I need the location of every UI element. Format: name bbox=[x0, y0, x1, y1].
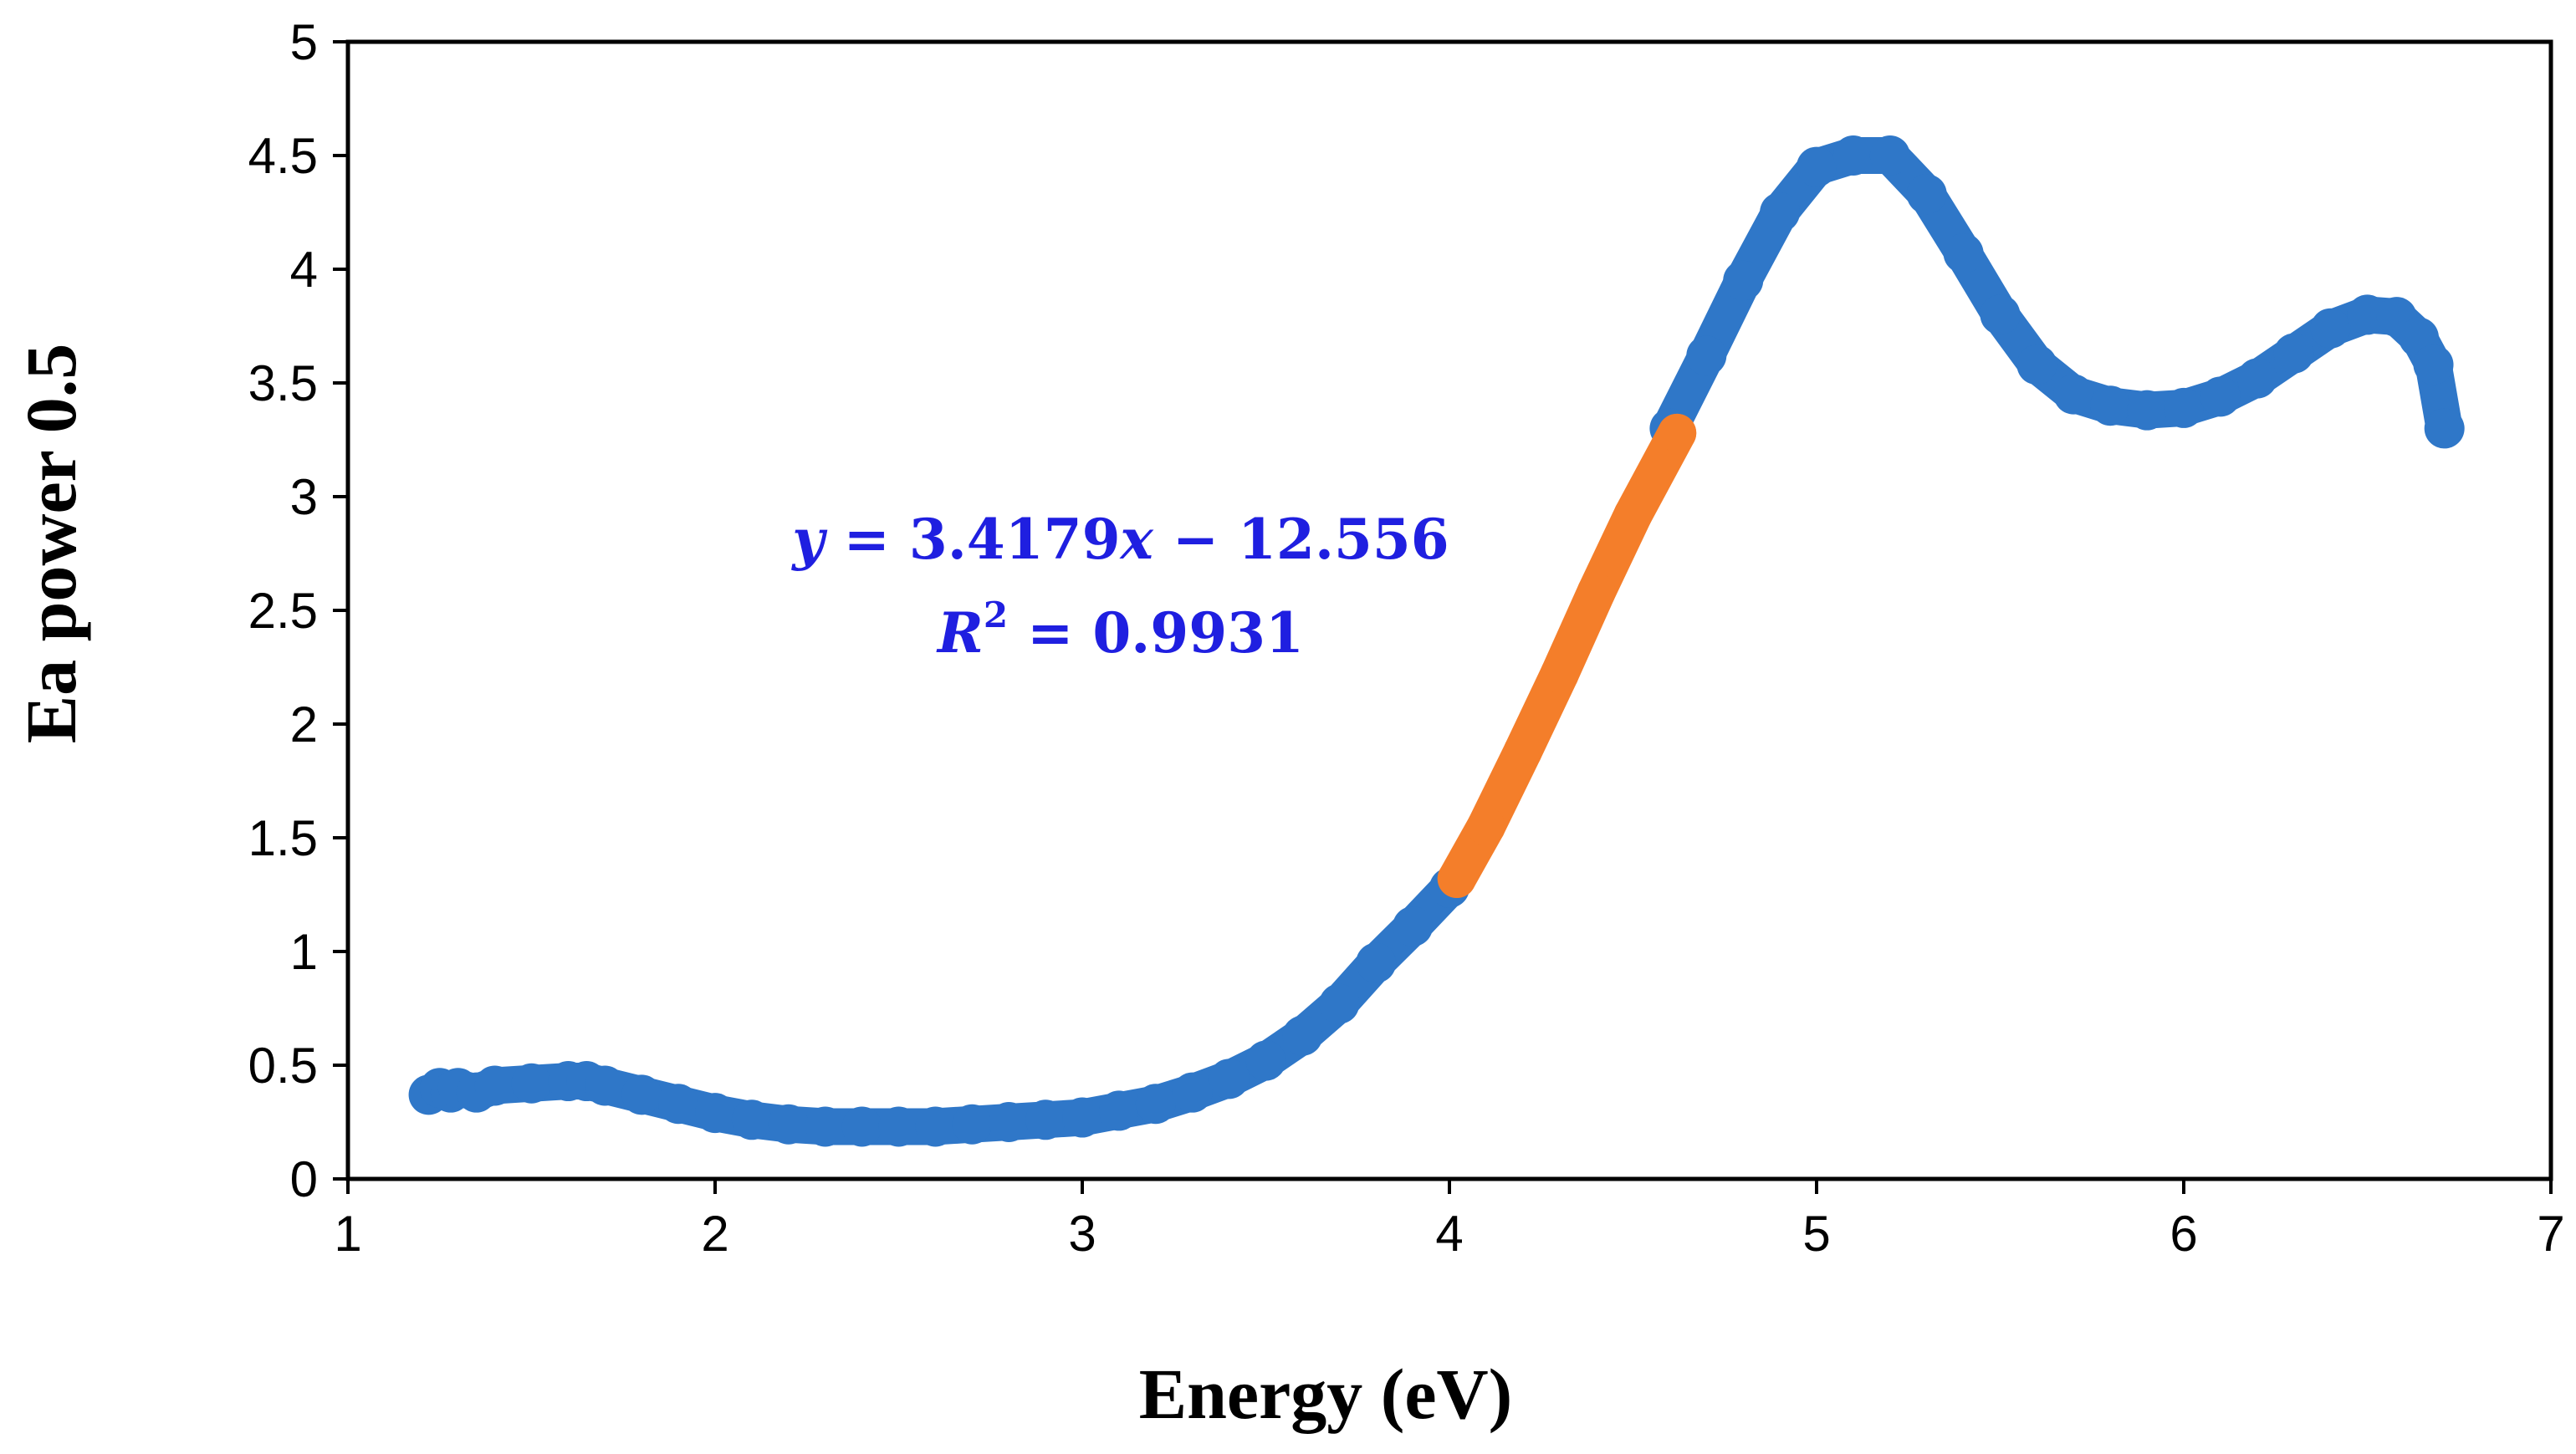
data-point bbox=[1832, 135, 1873, 176]
data-point bbox=[695, 1093, 735, 1134]
data-point bbox=[1437, 859, 1476, 898]
data-point bbox=[511, 1063, 552, 1104]
y-tick-label: 3 bbox=[290, 469, 318, 525]
equation-x: x bbox=[1119, 507, 1154, 572]
data-point bbox=[2200, 376, 2241, 417]
data-point bbox=[1613, 495, 1653, 534]
data-point bbox=[1503, 732, 1542, 771]
data-point bbox=[1466, 807, 1505, 846]
data-point bbox=[1282, 1015, 1323, 1056]
data-point bbox=[841, 1106, 882, 1147]
equation-intercept: − 12.556 bbox=[1153, 507, 1449, 572]
data-point bbox=[1172, 1072, 1213, 1113]
x-tick-label: 1 bbox=[334, 1206, 361, 1262]
data-point bbox=[2236, 358, 2277, 399]
x-axis-title: Energy (eV) bbox=[1139, 1354, 1513, 1434]
ticks-layer: 1 2 3 4 5 6 7 0 0.5 1 1.5 2 2.5 3 3.5 4 4.5 5 bbox=[248, 14, 2565, 1262]
data-point bbox=[768, 1104, 809, 1145]
data-point bbox=[989, 1102, 1030, 1142]
data-layer bbox=[408, 135, 2465, 1147]
x-tick-label: 7 bbox=[2537, 1206, 2564, 1262]
y-tick-label: 4 bbox=[290, 242, 318, 298]
data-point bbox=[1723, 260, 1764, 301]
y-tick-label: 4.5 bbox=[248, 128, 318, 184]
data-point bbox=[2053, 374, 2094, 415]
data-point bbox=[1797, 146, 1837, 187]
equation-slope: = 3.4179 bbox=[825, 507, 1121, 572]
data-point bbox=[2090, 385, 2131, 426]
y-tick-label: 3.5 bbox=[248, 355, 318, 411]
data-point bbox=[1906, 174, 1947, 215]
series-fit-region bbox=[1437, 413, 1697, 898]
data-point bbox=[1209, 1059, 1250, 1099]
data-point bbox=[1135, 1084, 1176, 1125]
data-point bbox=[1356, 942, 1397, 983]
data-point bbox=[878, 1106, 919, 1147]
data-point bbox=[2413, 344, 2454, 385]
r-squared-exponent: 2 bbox=[984, 594, 1008, 635]
data-point bbox=[658, 1084, 699, 1125]
x-tick-label: 2 bbox=[701, 1206, 728, 1262]
data-point bbox=[731, 1099, 772, 1140]
data-point bbox=[1025, 1099, 1066, 1140]
data-point bbox=[2127, 390, 2168, 431]
y-axis-title: Ea power 0.5 bbox=[11, 344, 91, 744]
data-point bbox=[621, 1074, 662, 1115]
r-squared: R2 = 0.9931 bbox=[936, 594, 1304, 666]
x-tick-label: 3 bbox=[1068, 1206, 1096, 1262]
data-point bbox=[1577, 573, 1616, 612]
data-point bbox=[2016, 344, 2057, 385]
y-tick-label: 2.5 bbox=[248, 583, 318, 639]
data-point bbox=[2347, 294, 2388, 335]
regression-equation: y = 3.4179x − 12.556 bbox=[790, 507, 1449, 572]
data-point bbox=[1869, 135, 1910, 176]
data-point bbox=[805, 1106, 846, 1147]
y-tick-label: 5 bbox=[290, 14, 318, 70]
data-point bbox=[585, 1065, 626, 1106]
y-tick-label: 0.5 bbox=[248, 1038, 318, 1094]
data-point bbox=[474, 1065, 515, 1106]
data-point bbox=[1540, 655, 1579, 694]
y-tick-label: 1.5 bbox=[248, 810, 318, 866]
data-point bbox=[1062, 1097, 1102, 1138]
x-tick-label: 6 bbox=[2170, 1206, 2197, 1262]
data-point bbox=[1760, 192, 1801, 232]
data-point bbox=[915, 1106, 956, 1147]
data-point bbox=[1319, 983, 1360, 1024]
data-point bbox=[2310, 308, 2351, 349]
y-tick-label: 2 bbox=[290, 696, 318, 753]
x-tick-label: 5 bbox=[1802, 1206, 1830, 1262]
y-tick-label: 0 bbox=[290, 1151, 318, 1207]
data-point bbox=[1943, 232, 1984, 273]
x-tick-label: 4 bbox=[1435, 1206, 1463, 1262]
data-point bbox=[1980, 294, 2021, 335]
data-point bbox=[2273, 333, 2314, 374]
data-point bbox=[1658, 413, 1697, 452]
r-squared-value: = 0.9931 bbox=[1008, 600, 1304, 666]
data-point bbox=[1098, 1090, 1139, 1131]
data-point bbox=[2164, 387, 2204, 428]
data-point bbox=[952, 1104, 993, 1145]
r-squared-symbol: R bbox=[936, 600, 984, 666]
equation-y: y bbox=[790, 507, 828, 572]
y-tick-label: 1 bbox=[290, 924, 318, 980]
data-point bbox=[1686, 335, 1727, 376]
data-point bbox=[2424, 408, 2465, 449]
data-point bbox=[1393, 906, 1434, 947]
data-point bbox=[1245, 1040, 1286, 1081]
